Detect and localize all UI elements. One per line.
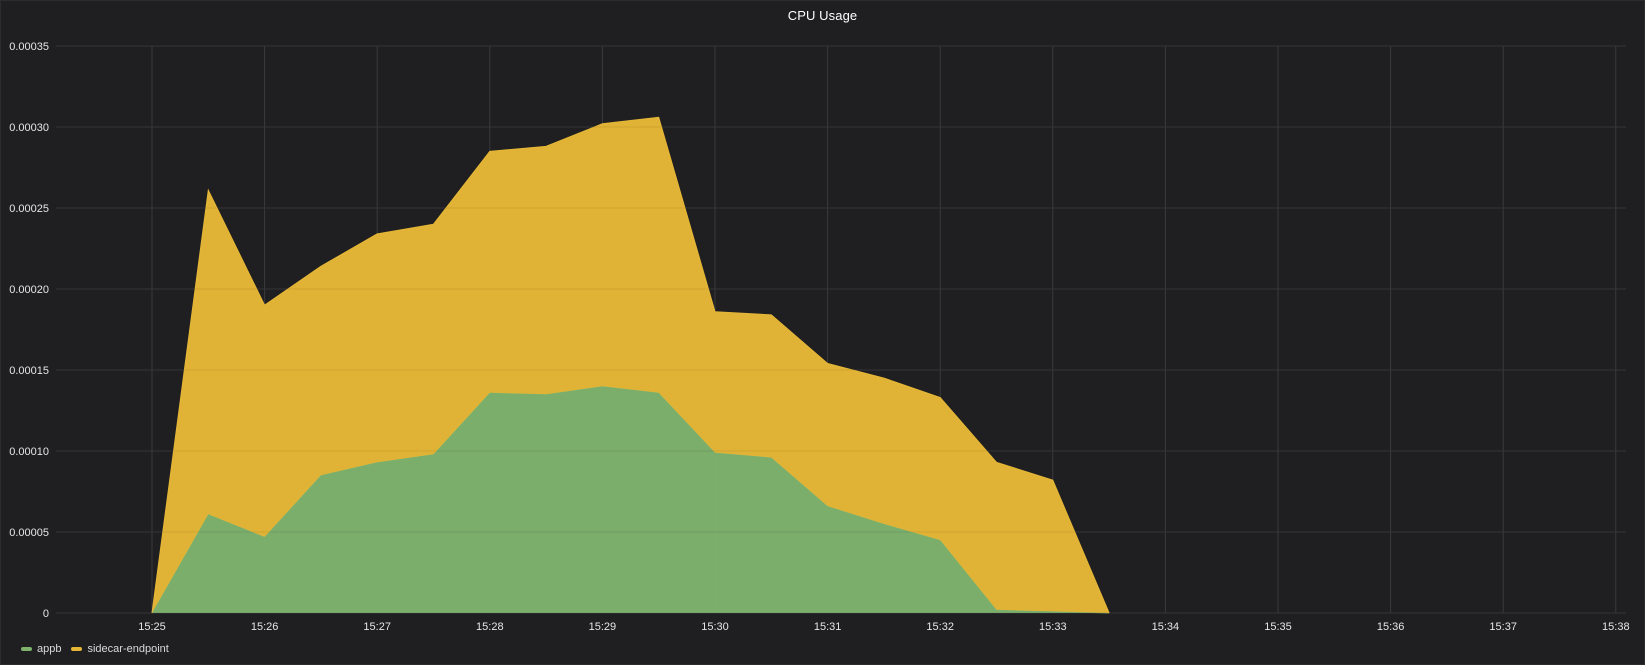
x-tick-label: 15:30 xyxy=(701,621,729,633)
x-tick-label: 15:26 xyxy=(251,621,279,633)
x-tick-label: 15:35 xyxy=(1264,621,1292,633)
area-sidecar-endpoint xyxy=(152,117,1110,614)
legend-label-appb: appb xyxy=(37,643,62,655)
area-appb xyxy=(152,386,1110,613)
legend-swatch-appb xyxy=(21,647,32,651)
legend-label-sidecar-endpoint: sidecar-endpoint xyxy=(87,643,169,655)
line-appb xyxy=(151,385,1110,614)
y-tick-label: 0.00005 xyxy=(9,527,49,539)
legend-item-appb[interactable]: appb xyxy=(21,643,61,655)
x-tick-label: 15:38 xyxy=(1602,621,1630,633)
x-tick-label: 15:32 xyxy=(926,621,954,633)
cpu-usage-chart: 0 0.00005 0.00010 0.00015 0.00020 0.00025 0.00… xyxy=(9,41,1630,633)
panel-title[interactable]: CPU Usage xyxy=(787,8,858,23)
y-tick-label: 0 xyxy=(43,608,49,620)
x-tick-label: 15:28 xyxy=(476,621,504,633)
y-tick-label: 0.00035 xyxy=(9,41,49,53)
line-sidecar-endpoint xyxy=(151,116,1110,614)
chart-legend: appb sidecar-endpoint xyxy=(21,643,169,655)
x-tick-label: 15:36 xyxy=(1377,621,1405,633)
y-tick-label: 0.00030 xyxy=(9,122,49,134)
x-tick-label: 15:27 xyxy=(363,621,391,633)
legend-item-sidecar-endpoint[interactable]: sidecar-endpoint xyxy=(71,643,169,655)
x-tick-label: 15:31 xyxy=(814,621,842,633)
y-tick-label: 0.00015 xyxy=(9,365,49,377)
x-tick-label: 15:37 xyxy=(1489,621,1517,633)
y-tick-label: 0.00010 xyxy=(9,446,49,458)
x-tick-label: 15:29 xyxy=(589,621,617,633)
x-tick-label: 15:33 xyxy=(1039,621,1067,633)
legend-swatch-sidecar-endpoint xyxy=(71,647,83,651)
x-tick-label: 15:34 xyxy=(1152,621,1180,633)
x-tick-label: 15:25 xyxy=(138,621,166,633)
y-tick-label: 0.00020 xyxy=(9,284,49,296)
y-tick-label: 0.00025 xyxy=(9,203,49,215)
